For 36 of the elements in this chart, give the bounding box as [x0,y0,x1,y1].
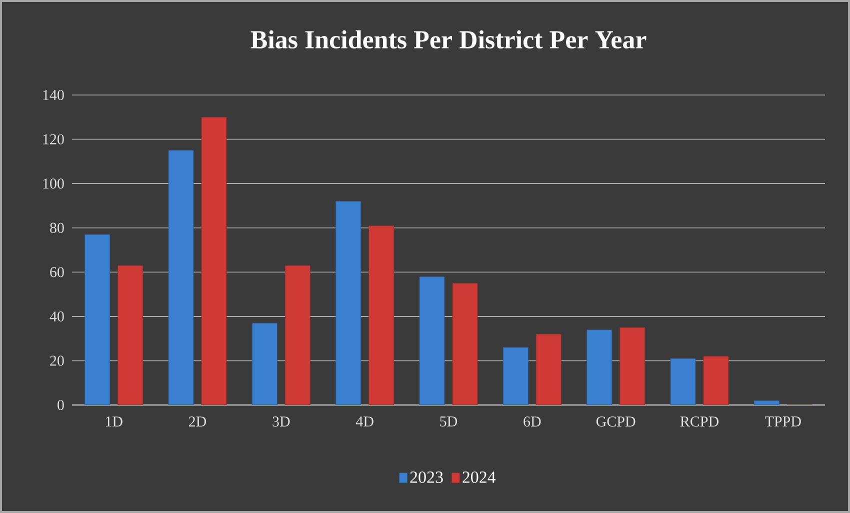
bar [252,322,278,405]
y-tick-label: 60 [50,267,64,278]
bar [703,356,729,405]
bar [84,234,110,405]
legend-label: 2023 [410,471,443,483]
bar [284,265,310,405]
bar [586,330,612,405]
x-tick-label: TPPD [765,416,801,426]
bar [201,116,227,405]
bar [368,225,394,405]
bar [452,283,478,405]
y-tick-label: 40 [50,311,64,322]
y-tick-label: 100 [43,178,64,189]
bar [670,358,696,405]
chart-title: Bias Incidents Per District Per Year [250,30,646,49]
x-tick-label: 4D [356,416,374,426]
x-tick-label: 2D [188,416,206,426]
y-tick-label: 140 [43,90,64,100]
bar [168,150,194,405]
bar [502,347,528,405]
x-tick-label: RCPD [680,416,718,427]
bar [419,276,445,405]
bar [336,201,362,405]
y-tick-label: 20 [50,356,64,366]
bar [536,334,562,405]
x-tick-label: 5D [440,416,458,426]
bar [118,265,144,405]
y-tick-label: 120 [43,134,64,144]
y-tick-label: 80 [50,222,64,233]
x-tick-label: 3D [272,416,290,427]
y-tick-label: 0 [58,400,64,410]
x-tick-label: 1D [106,416,122,426]
x-tick-label: 6D [524,416,541,427]
bar [620,327,646,405]
x-tick-label: GCPD [596,416,636,427]
legend-label: 2024 [462,471,496,483]
